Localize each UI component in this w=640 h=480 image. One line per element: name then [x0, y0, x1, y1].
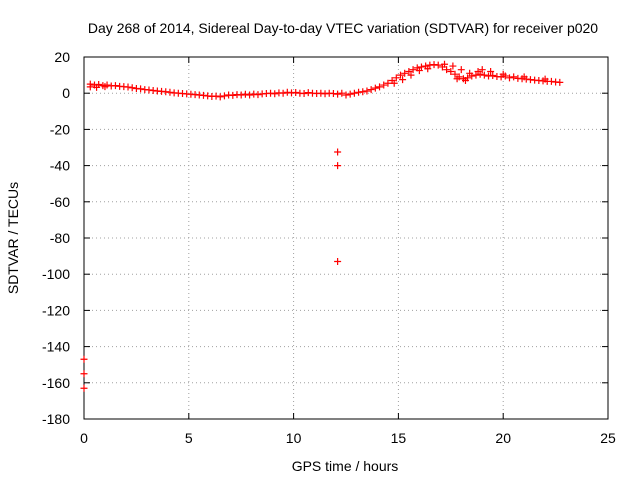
data-point [453, 75, 461, 83]
data-points [80, 60, 564, 392]
y-tick-label: -160 [42, 375, 70, 391]
data-point [474, 67, 482, 75]
data-point [457, 66, 465, 74]
data-point [346, 90, 354, 98]
data-point [367, 86, 375, 94]
data-point [363, 87, 371, 95]
data-point [466, 69, 474, 77]
data-point [478, 66, 486, 74]
data-point [93, 83, 101, 91]
data-point [128, 84, 136, 92]
data-point [447, 67, 455, 75]
y-tick-label: -20 [50, 121, 70, 137]
x-tick-label: 20 [495, 430, 511, 446]
y-axis-label: SDTVAR / TECUs [5, 182, 21, 294]
data-point [212, 92, 220, 100]
data-point [399, 76, 407, 84]
data-point [443, 66, 451, 74]
data-point [229, 91, 237, 99]
data-point [401, 69, 409, 77]
series-sdtvar [86, 60, 564, 101]
y-tick-labels: 20 0 -20 -40 -60 -80 -100 -120 -140 -160 -180 [42, 49, 70, 427]
y-tick-label: -180 [42, 411, 70, 427]
data-point [556, 78, 564, 86]
data-point [510, 73, 518, 81]
x-tick-label: 15 [391, 430, 407, 446]
data-point [334, 148, 342, 156]
x-tick-label: 25 [600, 430, 616, 446]
data-point [541, 75, 549, 83]
data-point [279, 89, 287, 97]
data-point [451, 70, 459, 78]
data-point [246, 91, 254, 99]
data-point [216, 93, 224, 101]
data-point [371, 84, 379, 92]
grid [84, 57, 608, 419]
data-point [101, 83, 109, 91]
x-tick-label: 5 [185, 430, 193, 446]
data-point [300, 90, 308, 98]
data-point [405, 67, 413, 75]
data-point [80, 355, 88, 363]
x-axis-label: GPS time / hours [292, 458, 399, 474]
data-point [424, 65, 432, 73]
data-point [137, 85, 145, 93]
data-point [417, 63, 425, 71]
data-point [396, 71, 404, 79]
data-point [380, 81, 388, 89]
data-point [441, 60, 449, 68]
data-point [415, 67, 423, 75]
data-point [472, 71, 480, 79]
data-point [359, 88, 367, 96]
data-point [487, 67, 495, 75]
data-point [342, 91, 350, 99]
y-tick-label: -120 [42, 302, 70, 318]
data-point [480, 71, 488, 79]
data-point [392, 74, 400, 82]
y-tick-label: 0 [62, 85, 70, 101]
data-point [338, 89, 346, 97]
y-tick-label: -60 [50, 194, 70, 210]
data-point [111, 82, 119, 90]
data-point [390, 79, 398, 87]
data-point [254, 91, 262, 99]
data-point [505, 74, 513, 82]
y-tick-label: -80 [50, 230, 70, 246]
series-outliers [80, 148, 342, 392]
data-point [334, 90, 342, 98]
data-point [334, 258, 342, 266]
data-point [376, 83, 384, 91]
axis-ticks [83, 56, 609, 420]
data-point [86, 83, 94, 91]
data-point [334, 162, 342, 170]
data-point [124, 83, 132, 91]
y-tick-label: -100 [42, 266, 70, 282]
x-tick-label: 0 [80, 430, 88, 446]
data-point [384, 79, 392, 87]
data-point [434, 61, 442, 69]
data-point [409, 66, 417, 74]
data-point [220, 92, 228, 100]
data-point [237, 91, 245, 99]
data-point [520, 73, 528, 81]
data-point [449, 62, 457, 70]
data-point [350, 89, 358, 97]
data-point [241, 90, 249, 98]
data-point [271, 90, 279, 98]
y-tick-label: 20 [54, 49, 70, 65]
y-tick-label: -140 [42, 339, 70, 355]
y-tick-label: -40 [50, 158, 70, 174]
data-point [80, 384, 88, 392]
plot-frame [83, 56, 609, 420]
x-tick-label: 10 [286, 430, 302, 446]
data-point [407, 71, 415, 79]
data-point [461, 77, 469, 85]
chart-title: Day 268 of 2014, Sidereal Day-to-day VTE… [88, 20, 598, 36]
x-tick-labels: 0 5 10 15 20 25 [80, 430, 616, 446]
data-point [80, 370, 88, 378]
data-point [292, 88, 300, 96]
data-point [489, 71, 497, 79]
data-point [499, 70, 507, 78]
